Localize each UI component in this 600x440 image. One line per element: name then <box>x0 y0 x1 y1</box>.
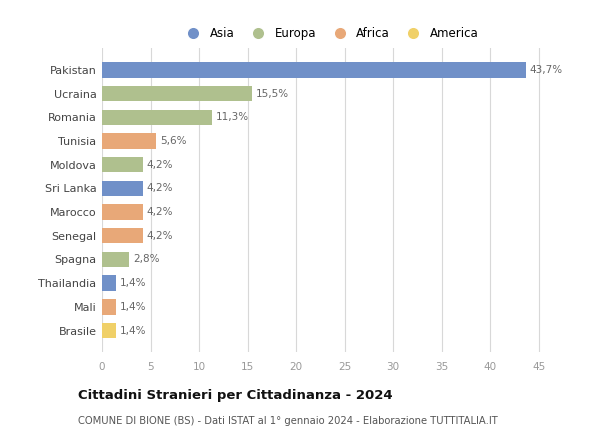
Text: 1,4%: 1,4% <box>119 326 146 336</box>
Text: 4,2%: 4,2% <box>146 183 173 193</box>
Text: 4,2%: 4,2% <box>146 160 173 170</box>
Text: Cittadini Stranieri per Cittadinanza - 2024: Cittadini Stranieri per Cittadinanza - 2… <box>78 389 392 403</box>
Bar <box>102 62 526 77</box>
Bar <box>102 133 157 149</box>
Bar <box>102 204 143 220</box>
Bar <box>102 323 116 338</box>
Text: 5,6%: 5,6% <box>160 136 187 146</box>
Bar <box>102 299 116 315</box>
Text: 15,5%: 15,5% <box>256 88 289 99</box>
Text: 2,8%: 2,8% <box>133 254 160 264</box>
Bar <box>102 228 143 243</box>
Text: COMUNE DI BIONE (BS) - Dati ISTAT al 1° gennaio 2024 - Elaborazione TUTTITALIA.I: COMUNE DI BIONE (BS) - Dati ISTAT al 1° … <box>78 416 498 426</box>
Bar <box>102 252 129 267</box>
Bar <box>102 181 143 196</box>
Text: 4,2%: 4,2% <box>146 231 173 241</box>
Text: 4,2%: 4,2% <box>146 207 173 217</box>
Text: 1,4%: 1,4% <box>119 278 146 288</box>
Bar <box>102 157 143 172</box>
Bar <box>102 86 253 101</box>
Bar <box>102 275 116 291</box>
Text: 1,4%: 1,4% <box>119 302 146 312</box>
Text: 43,7%: 43,7% <box>530 65 563 75</box>
Text: 11,3%: 11,3% <box>215 112 248 122</box>
Legend: Asia, Europa, Africa, America: Asia, Europa, Africa, America <box>178 24 482 44</box>
Bar <box>102 110 212 125</box>
